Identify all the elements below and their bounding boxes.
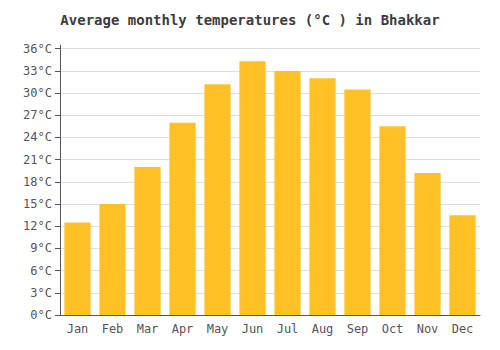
svg-text:Jul: Jul (277, 322, 299, 336)
svg-text:15°C: 15°C (23, 197, 52, 211)
svg-text:Jan: Jan (67, 322, 89, 336)
svg-text:0°C: 0°C (30, 308, 52, 322)
svg-text:6°C: 6°C (30, 264, 52, 278)
svg-text:Aug: Aug (312, 322, 334, 336)
svg-text:Apr: Apr (172, 322, 194, 336)
svg-text:30°C: 30°C (23, 86, 52, 100)
svg-text:33°C: 33°C (23, 64, 52, 78)
svg-text:Jun: Jun (242, 322, 264, 336)
svg-text:24°C: 24°C (23, 130, 52, 144)
svg-text:Oct: Oct (382, 322, 404, 336)
svg-text:May: May (207, 322, 229, 336)
svg-text:21°C: 21°C (23, 153, 52, 167)
svg-text:Dec: Dec (452, 322, 474, 336)
svg-text:9°C: 9°C (30, 241, 52, 255)
svg-text:12°C: 12°C (23, 219, 52, 233)
svg-text:27°C: 27°C (23, 108, 52, 122)
svg-text:Feb: Feb (102, 322, 124, 336)
svg-text:Average monthly temperatures (: Average monthly temperatures (°C ) in Bh… (60, 12, 439, 28)
svg-text:Mar: Mar (137, 322, 159, 336)
svg-text:Nov: Nov (417, 322, 439, 336)
svg-text:18°C: 18°C (23, 175, 52, 189)
svg-text:36°C: 36°C (23, 42, 52, 56)
svg-text:3°C: 3°C (30, 286, 52, 300)
svg-text:Sep: Sep (347, 322, 369, 336)
